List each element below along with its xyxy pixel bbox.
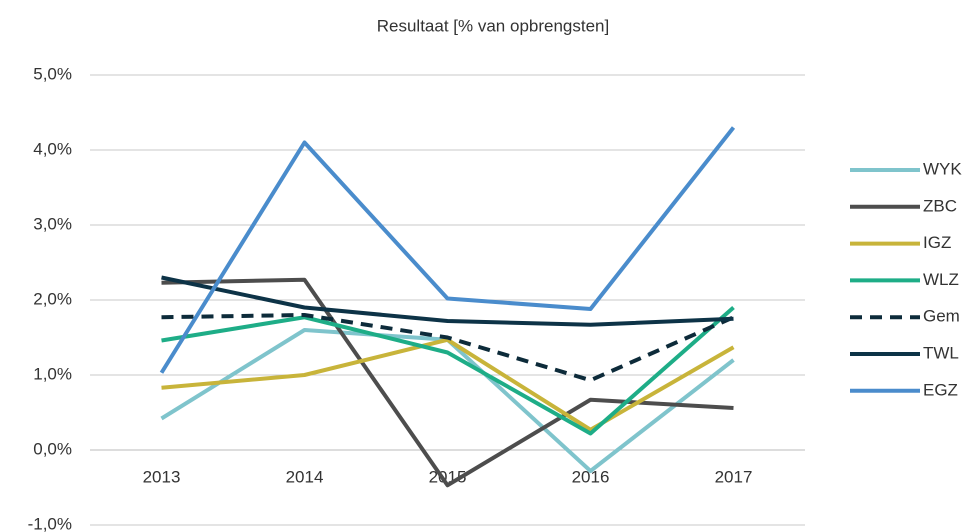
- series-line: [161, 275, 734, 327]
- y-tick-label: 2,0%: [33, 289, 72, 308]
- series-line: [161, 313, 735, 383]
- chart-title: Resultaat [% van opbrengsten]: [377, 16, 609, 35]
- legend-label: EGZ: [923, 380, 958, 399]
- y-tick-label: 4,0%: [33, 139, 72, 158]
- series-line: [159, 126, 736, 374]
- x-tick-label: 2013: [143, 467, 181, 486]
- legend-label: Gem: [923, 307, 960, 326]
- series-line: [161, 305, 735, 436]
- y-tick-label: 5,0%: [33, 64, 72, 83]
- legend-label: TWL: [923, 343, 959, 362]
- series-line: [161, 337, 735, 432]
- legend-label: WLZ: [923, 270, 959, 289]
- x-tick-label: 2017: [715, 467, 753, 486]
- y-tick-label: 3,0%: [33, 214, 72, 233]
- x-tick-label: 2014: [286, 467, 324, 486]
- legend-label: ZBC: [923, 196, 957, 215]
- y-tick-label: 0,0%: [33, 439, 72, 458]
- legend-label: IGZ: [923, 233, 951, 252]
- x-tick-label: 2016: [572, 467, 610, 486]
- y-tick-label: 1,0%: [33, 364, 72, 383]
- y-tick-label: -1,0%: [28, 514, 72, 532]
- legend-label: WYK: [923, 159, 962, 178]
